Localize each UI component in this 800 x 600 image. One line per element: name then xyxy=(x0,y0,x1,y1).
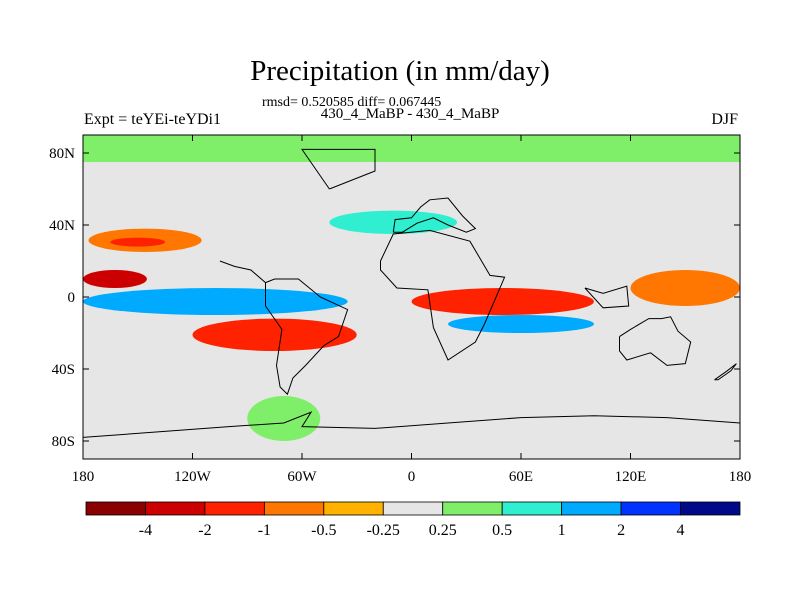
x-tick-label: 60E xyxy=(509,469,533,485)
x-tick-label: 0 xyxy=(408,469,416,485)
y-tick-label: 0 xyxy=(68,290,76,306)
colorbar-swatch xyxy=(442,501,503,516)
field-region-7 xyxy=(192,318,357,351)
colorbar-swatch xyxy=(501,501,563,516)
colorbar-label: 0.5 xyxy=(492,522,512,539)
x-axis: 180 120W 60W 0 60E 120E 180 xyxy=(72,135,752,485)
y-tick-label: 40S xyxy=(52,362,75,378)
colorbar-label: 4 xyxy=(677,522,685,539)
colorbar-label: -1 xyxy=(258,522,271,539)
colorbar-swatch xyxy=(204,501,265,516)
colorbar-label: -2 xyxy=(198,522,211,539)
colorbar: -4 -2 -1 -0.5 -0.25 0.25 0.5 1 2 4 xyxy=(85,501,741,539)
y-axis: 80N 40N 0 40S 80S xyxy=(49,146,740,450)
x-tick-label: 180 xyxy=(729,469,752,485)
season-label: DJF xyxy=(711,111,738,128)
chart-subtitle: 430_4_MaBP - 430_4_MaBP xyxy=(320,106,500,122)
y-tick-label: 80N xyxy=(49,146,75,162)
field-region-11 xyxy=(247,396,321,441)
field-region-8 xyxy=(411,288,594,315)
colorbar-swatch xyxy=(263,501,325,516)
x-tick-label: 180 xyxy=(72,469,95,485)
field-region-3 xyxy=(110,237,166,247)
colorbar-swatch xyxy=(323,501,384,516)
precipitation-map xyxy=(83,135,740,459)
y-tick-label: 80S xyxy=(52,434,75,450)
y-tick-label: 40N xyxy=(49,218,75,234)
field-region-4 xyxy=(329,210,458,234)
colorbar-label: -0.5 xyxy=(311,522,336,539)
colorbar-label: 1 xyxy=(558,522,566,539)
field-region-10 xyxy=(630,270,740,306)
coastline xyxy=(83,148,740,438)
colorbar-swatch xyxy=(680,501,741,516)
x-tick-label: 120W xyxy=(174,469,212,485)
x-tick-label: 60W xyxy=(287,469,317,485)
experiment-label: Expt = teYEi-teYDi1 xyxy=(84,111,221,128)
statistics-label: rmsd= 0.520585 diff= 0.067445 xyxy=(262,95,442,110)
x-tick-label: 120E xyxy=(615,469,647,485)
colorbar-label: -4 xyxy=(139,522,152,539)
field-region-5 xyxy=(83,270,147,288)
colorbar-swatch xyxy=(620,501,681,516)
colorbar-swatch xyxy=(382,501,444,516)
chart-title: Precipitation (in mm/day) xyxy=(250,55,550,87)
colorbar-label: -0.25 xyxy=(367,522,400,539)
field-region-6 xyxy=(83,288,348,315)
colorbar-swatch xyxy=(85,501,146,516)
colorbar-swatch xyxy=(145,501,206,516)
colorbar-label: 2 xyxy=(617,522,625,539)
colorbar-label: 0.25 xyxy=(429,522,457,539)
colorbar-swatch xyxy=(561,501,622,516)
field-region-9 xyxy=(448,315,594,333)
